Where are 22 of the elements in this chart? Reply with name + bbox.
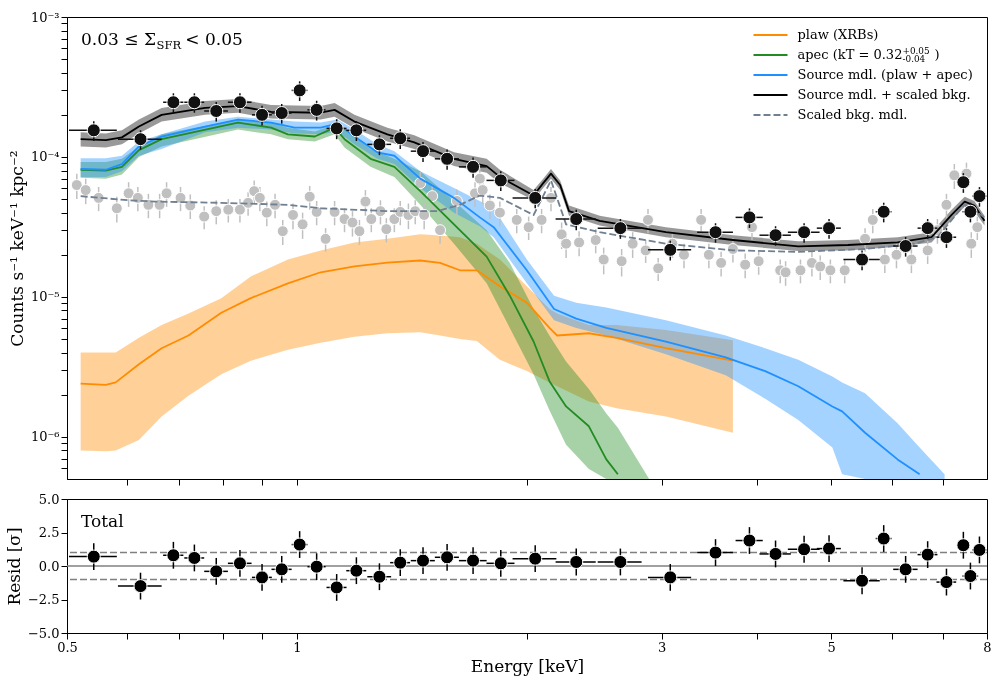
y-axis-title: Resid [σ]	[3, 527, 24, 606]
y-tick-label: −2.5	[27, 592, 60, 607]
legend-label: Source mdl. (plaw + apec)	[797, 67, 973, 82]
y-tick-label: 5.0	[38, 491, 60, 507]
y-tick-label: 0.0	[38, 558, 60, 574]
x-axis-title: Energy [keV]	[470, 655, 585, 676]
x-tick-label: 1	[293, 639, 302, 655]
y-tick-label: 2.5	[38, 525, 60, 540]
y-tick-label: 10⁻⁵	[30, 289, 60, 305]
y-axis-title: Counts s⁻¹ keV⁻¹ kpc⁻²	[6, 150, 27, 347]
y-tick-label: −5.0	[27, 625, 60, 641]
y-tick-label: 10⁻³	[30, 9, 60, 25]
y-tick-label: 10⁻⁴	[30, 149, 60, 165]
y-tick-label: 10⁻⁶	[30, 429, 60, 445]
x-tick-label: 8	[983, 639, 992, 655]
x-tick-label: 5	[827, 639, 836, 655]
x-tick-label: 0.5	[57, 639, 78, 655]
x-tick-label: 3	[657, 639, 667, 655]
legend-label: Scaled bkg. mdl.	[797, 107, 908, 122]
annotation: Total	[81, 511, 124, 531]
legend-label: plaw (XRBs)	[797, 27, 879, 42]
legend-label: Source mdl. + scaled bkg.	[797, 87, 971, 102]
